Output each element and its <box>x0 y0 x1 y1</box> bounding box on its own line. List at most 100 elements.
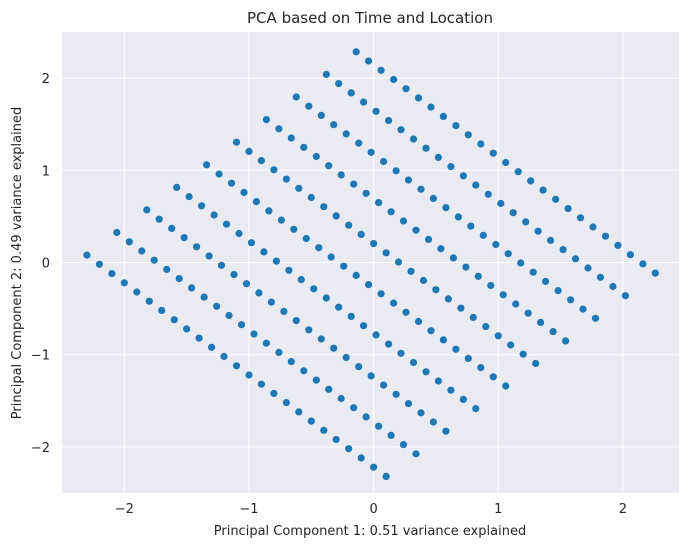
chart-title: PCA based on Time and Location <box>247 9 493 27</box>
data-point <box>579 305 587 313</box>
data-point <box>477 140 485 148</box>
data-point <box>320 426 328 434</box>
data-point <box>332 212 340 220</box>
data-point <box>340 262 348 270</box>
y-tick-label: 2 <box>42 72 50 87</box>
data-point <box>357 454 365 462</box>
data-point <box>504 250 512 258</box>
data-point <box>390 299 398 307</box>
data-point <box>464 354 472 362</box>
data-point <box>257 157 265 165</box>
data-point <box>262 116 270 124</box>
data-point <box>83 251 91 259</box>
data-point <box>399 217 408 225</box>
x-tick-labels: −2 −1 0 1 2 <box>115 502 627 517</box>
data-point <box>275 348 283 356</box>
data-point <box>320 203 328 211</box>
data-point <box>387 431 395 439</box>
data-point <box>474 272 482 280</box>
data-point <box>300 143 308 151</box>
data-point <box>537 318 545 326</box>
x-tick-label: 2 <box>619 502 627 517</box>
data-point <box>489 149 497 157</box>
data-point <box>217 261 226 269</box>
data-point <box>252 198 260 206</box>
data-point <box>387 208 395 216</box>
data-point <box>335 303 343 311</box>
data-point <box>325 162 333 170</box>
data-point <box>245 371 253 379</box>
data-point <box>305 102 313 110</box>
data-point <box>242 280 251 288</box>
data-point <box>287 358 295 366</box>
data-point <box>380 157 388 166</box>
data-point <box>350 404 358 412</box>
data-point <box>412 450 420 458</box>
data-point <box>198 202 206 210</box>
data-point <box>434 377 442 385</box>
data-point <box>512 300 520 308</box>
x-tick-label: 0 <box>369 502 377 517</box>
y-tick-label: 1 <box>42 164 50 179</box>
data-point <box>237 321 246 329</box>
data-point <box>360 98 368 106</box>
data-point <box>120 279 128 287</box>
data-point <box>584 264 592 272</box>
data-point <box>347 312 355 320</box>
data-point <box>295 408 303 416</box>
data-point <box>317 111 325 119</box>
data-point <box>427 327 435 335</box>
data-point <box>205 252 213 260</box>
data-point <box>571 255 580 263</box>
data-point <box>275 125 283 133</box>
data-point <box>113 228 121 237</box>
data-point <box>519 350 527 358</box>
data-point <box>315 244 323 252</box>
data-point <box>232 362 241 370</box>
data-point <box>380 381 388 389</box>
data-point <box>502 382 510 390</box>
data-point <box>280 307 288 315</box>
y-tick-label: −1 <box>31 349 50 364</box>
data-point <box>382 249 390 257</box>
data-point <box>355 139 363 147</box>
data-point <box>539 186 547 194</box>
data-point <box>467 222 475 230</box>
data-point <box>170 316 178 324</box>
data-point <box>472 405 480 413</box>
data-point <box>155 215 163 223</box>
data-point <box>596 273 605 281</box>
data-point <box>576 214 585 222</box>
data-point <box>297 276 305 284</box>
data-point <box>489 373 497 381</box>
data-point <box>589 223 597 231</box>
data-point <box>345 221 353 229</box>
data-point <box>210 211 218 219</box>
data-point <box>487 281 495 290</box>
data-point <box>255 289 263 297</box>
x-axis-label: Principal Component 1: 0.51 variance exp… <box>214 524 527 539</box>
data-point <box>203 161 211 169</box>
data-point <box>409 135 418 143</box>
data-point <box>402 85 410 93</box>
y-tick-labels: −2 −1 0 1 2 <box>31 72 50 456</box>
data-point <box>601 232 610 240</box>
data-point <box>459 172 467 180</box>
data-point <box>457 304 465 312</box>
data-point <box>407 267 415 275</box>
data-point <box>417 409 425 417</box>
data-point <box>365 57 373 65</box>
x-tick-label: 1 <box>494 502 502 517</box>
data-point <box>377 66 385 74</box>
data-point <box>347 89 355 97</box>
data-point <box>232 138 241 146</box>
data-point <box>222 220 231 228</box>
data-point <box>477 364 485 372</box>
data-point <box>245 147 253 155</box>
data-point <box>173 183 181 191</box>
data-point <box>382 472 390 480</box>
data-point <box>439 336 447 344</box>
data-point <box>499 291 507 299</box>
data-point <box>429 194 437 202</box>
data-point <box>95 260 103 268</box>
